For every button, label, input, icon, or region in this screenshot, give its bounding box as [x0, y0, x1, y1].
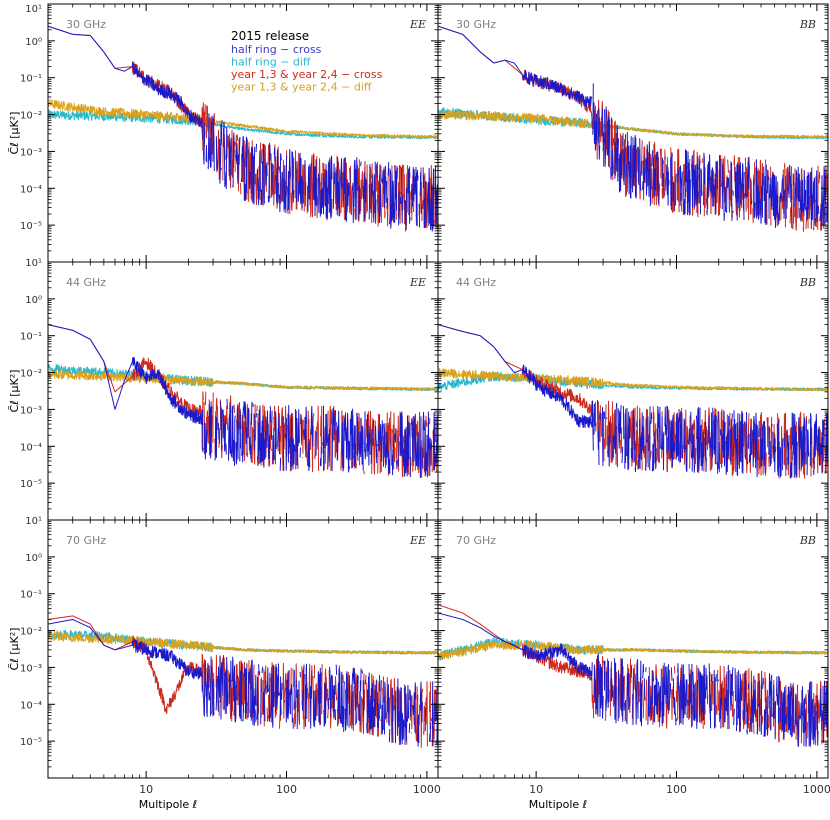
y-tick-label: 10⁰: [25, 37, 42, 48]
y-tick-label: 10⁻¹: [20, 332, 42, 343]
panel-70ghz-ee: 70 GHz EE 10⁻⁵ 10⁻⁴ 10⁻³ 10⁻² 10⁻¹ 10⁰ 10¹ C̃ℓ [μ…: [8, 516, 441, 811]
y-tick-label: 10⁻³: [20, 147, 42, 158]
legend-entry: half ring − diff: [231, 56, 311, 69]
series-group: [48, 615, 438, 748]
panel-frame: [437, 519, 829, 779]
series-line-year-diff: [438, 640, 828, 661]
frequency-label: 30 GHz: [456, 18, 496, 31]
x-tick-label: 1000: [803, 783, 830, 796]
series-group: [438, 25, 828, 232]
x-tick-label: 100: [276, 783, 297, 796]
y-tick-label: 10⁻²: [20, 369, 42, 380]
panel-frame: [437, 3, 829, 263]
series-line-half-ring-cross: [438, 25, 828, 230]
series-line-half-ring-cross: [438, 612, 828, 748]
frequency-label: 30 GHz: [66, 18, 106, 31]
spectrum-label: EE: [409, 18, 426, 31]
series-line-year-diff: [48, 369, 438, 391]
x-tick-label: 100: [666, 783, 687, 796]
y-tick-label: 10⁻³: [20, 663, 42, 674]
frequency-label: 70 GHz: [456, 534, 496, 547]
frequency-label: 44 GHz: [456, 276, 496, 289]
y-axis-label: C̃ℓ [μK²]: [8, 370, 21, 413]
y-tick-label: 10⁰: [25, 553, 42, 564]
series-line-half-ring-cross: [48, 25, 438, 232]
series-line-half-ring-diff: [48, 629, 438, 655]
y-tick-label: 10¹: [25, 258, 42, 269]
y-tick-label: 10⁻⁵: [20, 479, 42, 490]
panel-44ghz-bb: 44 GHz BB: [437, 261, 829, 521]
series-group: [438, 604, 828, 748]
panel-30ghz-bb: 30 GHz BB: [437, 3, 829, 263]
legend-entry: half ring − cross: [231, 43, 322, 56]
x-tick-label: 10: [529, 783, 543, 796]
y-tick-label: 10⁻⁴: [20, 184, 42, 195]
legend-title: 2015 release: [231, 29, 309, 43]
y-tick-label: 10⁻¹: [20, 590, 42, 601]
legend-entry: year 1,3 & year 2,4 − cross: [231, 68, 383, 81]
series-line-year-diff: [438, 110, 828, 139]
y-tick-label: 10⁻⁴: [20, 700, 42, 711]
spectrum-label: BB: [799, 276, 816, 289]
y-tick-label: 10⁻²: [20, 627, 42, 638]
spectrum-label: BB: [799, 534, 816, 547]
series-group: [438, 325, 828, 479]
y-tick-label: 10⁻¹: [20, 74, 42, 85]
panel-frame: [47, 261, 439, 521]
spectrum-label: BB: [799, 18, 816, 31]
y-tick-label: 10¹: [25, 516, 42, 527]
legend-entry: year 1,3 & year 2,4 − diff: [231, 81, 372, 94]
panel-70ghz-bb: 70 GHz BB 10 100 1000 Multipole ℓ: [437, 519, 830, 811]
series-group: [48, 324, 438, 479]
spectrum-label: EE: [409, 276, 426, 289]
series-group: [48, 25, 438, 232]
y-tick-label: 10⁻⁴: [20, 442, 42, 453]
series-line-year-diff: [48, 99, 438, 139]
panel-frame: [47, 519, 439, 779]
y-tick-label: 10⁻³: [20, 405, 42, 416]
panel-30ghz-ee: 30 GHz EE 10⁻⁵ 10⁻⁴ 10⁻³ 10⁻² 10⁻¹ 10⁰ 10¹ C̃ℓ [μ…: [8, 3, 439, 263]
series-line-year-diff: [438, 368, 828, 392]
series-line-half-ring-diff: [438, 107, 828, 140]
y-tick-label: 10⁻²: [20, 111, 42, 122]
x-tick-label: 1000: [413, 783, 441, 796]
frequency-label: 44 GHz: [66, 276, 106, 289]
x-tick-label: 10: [139, 783, 153, 796]
y-tick-label: 10¹: [25, 4, 42, 15]
frequency-label: 70 GHz: [66, 534, 106, 547]
series-line-year-diff: [48, 631, 438, 655]
y-tick-label: 10⁰: [25, 295, 42, 306]
series-line-half-ring-cross: [48, 619, 438, 747]
y-axis-label: C̃ℓ [μK²]: [8, 112, 21, 155]
y-tick-label: 10⁻⁵: [20, 737, 42, 748]
panel-frame: [437, 261, 829, 521]
panel-44ghz-ee: 44 GHz EE 10⁻⁵ 10⁻⁴ 10⁻³ 10⁻² 10⁻¹ 10⁰ 10¹ C̃ℓ [μ…: [8, 258, 439, 521]
y-tick-label: 10⁻⁵: [20, 221, 42, 232]
x-axis-label: Multipole ℓ: [529, 798, 587, 811]
y-axis-label: C̃ℓ [μK²]: [8, 628, 21, 671]
series-line-half-ring-cross: [48, 324, 438, 479]
x-axis-label: Multipole ℓ: [139, 798, 197, 811]
spectrum-label: EE: [409, 534, 426, 547]
